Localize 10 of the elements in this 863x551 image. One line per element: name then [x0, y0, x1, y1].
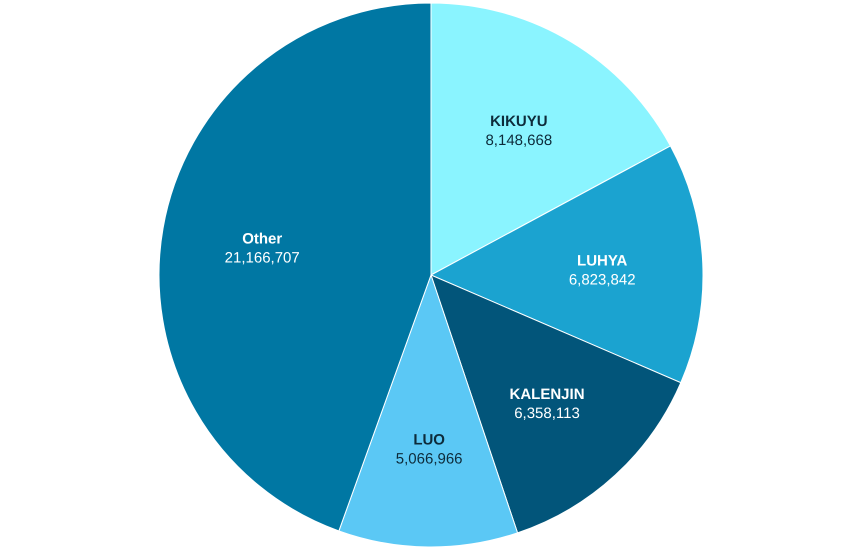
slice-label: LUO: [413, 431, 446, 448]
data-label: 6,823,842: [568, 272, 636, 289]
slice-label: Other: [242, 230, 282, 248]
data-label: 6,358,113: [514, 405, 580, 422]
data-label: 5,066,966: [396, 450, 463, 468]
data-label: 21,166,707: [224, 250, 300, 267]
data-label: 8,148,668: [485, 132, 552, 149]
slice-label: LUHYA: [577, 252, 628, 270]
slice-label: KIKUYU: [490, 112, 548, 130]
slice-label: KALENJIN: [510, 386, 585, 404]
